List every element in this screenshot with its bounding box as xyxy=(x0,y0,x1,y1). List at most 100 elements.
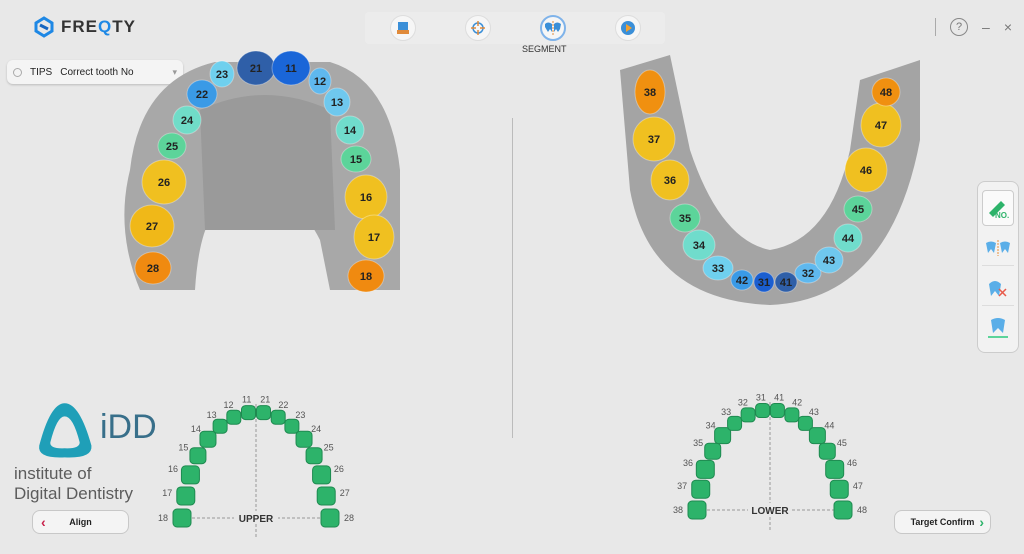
chart-tooth-shape[interactable] xyxy=(176,486,196,506)
tooth-shape[interactable] xyxy=(634,69,666,115)
chart-tooth-shape[interactable] xyxy=(727,415,743,431)
chart-tooth-shape[interactable] xyxy=(316,486,336,506)
tooth-shape[interactable] xyxy=(209,60,235,88)
tooth-shape[interactable] xyxy=(141,159,187,205)
chart-tooth-shape[interactable] xyxy=(691,479,711,499)
chart-tooth-12[interactable]: 12 xyxy=(224,400,242,425)
lower-tooth-31[interactable]: 31 xyxy=(753,271,775,293)
lower-tooth-36[interactable]: 36 xyxy=(650,159,690,201)
chart-tooth-15[interactable]: 15 xyxy=(178,442,207,465)
chart-tooth-25[interactable]: 25 xyxy=(305,442,334,465)
chart-tooth-27[interactable]: 27 xyxy=(316,486,350,506)
lower-tooth-35[interactable]: 35 xyxy=(669,203,701,233)
upper-tooth-15[interactable]: 15 xyxy=(340,145,372,173)
tool-play[interactable] xyxy=(614,15,641,41)
tooth-shape[interactable] xyxy=(814,246,844,274)
tooth-shape[interactable] xyxy=(308,67,332,95)
chart-tooth-34[interactable]: 34 xyxy=(706,420,732,445)
chart-tooth-28[interactable]: 28 xyxy=(320,508,354,528)
tooth-shape[interactable] xyxy=(271,50,311,86)
upper-tooth-28[interactable]: 28 xyxy=(134,251,172,285)
chart-tooth-shape[interactable] xyxy=(818,442,836,460)
lower-tooth-46[interactable]: 46 xyxy=(844,147,888,193)
chart-tooth-33[interactable]: 33 xyxy=(721,407,743,431)
tool-align-target[interactable] xyxy=(464,15,491,41)
chart-tooth-43[interactable]: 43 xyxy=(797,407,819,431)
chart-tooth-44[interactable]: 44 xyxy=(808,420,834,445)
chart-tooth-shape[interactable] xyxy=(256,405,272,421)
tooth-shape[interactable] xyxy=(730,269,754,291)
chart-tooth-23[interactable]: 23 xyxy=(284,410,306,434)
lower-tooth-48[interactable]: 48 xyxy=(871,77,901,107)
tooth-shape[interactable] xyxy=(134,251,172,285)
upper-tooth-11[interactable]: 11 xyxy=(271,50,311,86)
lower-tooth-47[interactable]: 47 xyxy=(860,102,902,148)
tooth-shape[interactable] xyxy=(186,79,218,109)
chart-tooth-shape[interactable] xyxy=(704,442,722,460)
upper-tooth-16[interactable]: 16 xyxy=(344,174,388,220)
upper-tooth-23[interactable]: 23 xyxy=(209,60,235,88)
chart-tooth-shape[interactable] xyxy=(740,407,756,423)
chart-tooth-47[interactable]: 47 xyxy=(829,479,863,499)
chart-tooth-shape[interactable] xyxy=(714,427,732,445)
upper-tooth-25[interactable]: 25 xyxy=(157,132,187,160)
upper-tooth-14[interactable]: 14 xyxy=(335,115,365,145)
chart-tooth-shape[interactable] xyxy=(825,459,845,479)
chart-tooth-14[interactable]: 14 xyxy=(191,424,217,448)
tooth-shape[interactable] xyxy=(632,116,676,162)
chart-tooth-42[interactable]: 42 xyxy=(784,398,802,423)
lower-tooth-45[interactable]: 45 xyxy=(843,195,873,223)
delete-tooth-button[interactable] xyxy=(982,270,1014,306)
lower-tooth-44[interactable]: 44 xyxy=(833,223,863,253)
chart-tooth-shape[interactable] xyxy=(808,427,826,445)
chart-tooth-shape[interactable] xyxy=(189,447,207,465)
lower-tooth-37[interactable]: 37 xyxy=(632,116,676,162)
tooth-shape[interactable] xyxy=(843,195,873,223)
split-teeth-button[interactable] xyxy=(982,230,1014,266)
chart-tooth-shape[interactable] xyxy=(270,409,286,425)
upper-tooth-22[interactable]: 22 xyxy=(186,79,218,109)
chart-tooth-24[interactable]: 24 xyxy=(295,424,321,448)
tooth-shape[interactable] xyxy=(753,271,775,293)
tooth-shape[interactable] xyxy=(833,223,863,253)
chart-tooth-shape[interactable] xyxy=(312,465,332,485)
chart-tooth-48[interactable]: 48 xyxy=(833,500,867,520)
minimize-button[interactable]: – xyxy=(982,19,990,35)
chart-tooth-shape[interactable] xyxy=(240,405,256,421)
chart-tooth-shape[interactable] xyxy=(784,407,800,423)
tooth-shape[interactable] xyxy=(871,77,901,107)
chart-tooth-shape[interactable] xyxy=(295,430,313,448)
chart-tooth-18[interactable]: 18 xyxy=(158,508,192,528)
chart-tooth-shape[interactable] xyxy=(687,500,707,520)
chart-tooth-shape[interactable] xyxy=(226,409,242,425)
chart-tooth-46[interactable]: 46 xyxy=(825,458,857,479)
chart-tooth-35[interactable]: 35 xyxy=(693,438,722,460)
chart-tooth-38[interactable]: 38 xyxy=(673,500,707,520)
upper-tooth-17[interactable]: 17 xyxy=(353,214,395,260)
chart-tooth-17[interactable]: 17 xyxy=(162,486,196,506)
tips-expand-icon[interactable]: ▾ xyxy=(172,66,177,77)
chart-tooth-shape[interactable] xyxy=(695,459,715,479)
upper-tooth-13[interactable]: 13 xyxy=(323,87,351,117)
tooth-shape[interactable] xyxy=(774,271,798,293)
chart-tooth-shape[interactable] xyxy=(320,508,340,528)
upper-tooth-21[interactable]: 21 xyxy=(236,50,276,86)
tooth-shape[interactable] xyxy=(682,229,716,261)
chart-tooth-13[interactable]: 13 xyxy=(207,410,228,434)
tooth-shape[interactable] xyxy=(844,147,888,193)
tool-scan-import[interactable] xyxy=(389,15,416,41)
help-button[interactable]: ? xyxy=(950,18,969,36)
lower-tooth-43[interactable]: 43 xyxy=(814,246,844,274)
chart-tooth-26[interactable]: 26 xyxy=(312,464,344,485)
chart-tooth-31[interactable]: 31 xyxy=(755,393,771,419)
upper-tooth-12[interactable]: 12 xyxy=(308,67,332,95)
tooth-shape[interactable] xyxy=(650,159,690,201)
tooth-shape[interactable] xyxy=(129,204,175,248)
upper-tooth-26[interactable]: 26 xyxy=(141,159,187,205)
tooth-shape[interactable] xyxy=(157,132,187,160)
chart-tooth-37[interactable]: 37 xyxy=(677,479,711,499)
tooth-shape[interactable] xyxy=(172,105,202,135)
tooth-shape[interactable] xyxy=(335,115,365,145)
lower-tooth-34[interactable]: 34 xyxy=(682,229,716,261)
